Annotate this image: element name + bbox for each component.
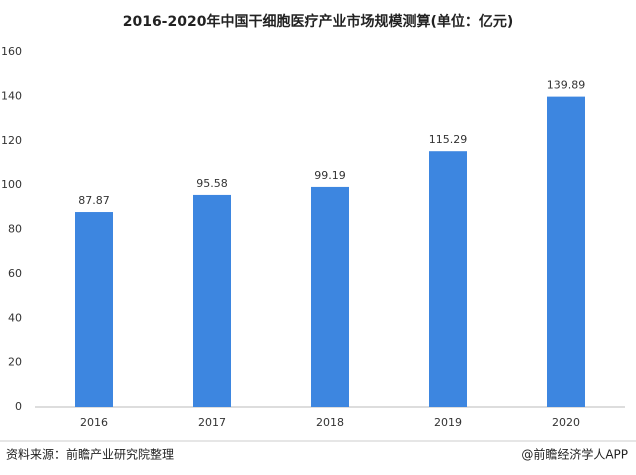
y-tick-label: 60 <box>8 267 22 280</box>
y-tick-label: 120 <box>1 134 22 147</box>
y-tick-label: 20 <box>8 356 22 369</box>
value-label: 95.58 <box>196 177 228 190</box>
credit: @前瞻经济学人APP <box>521 447 628 462</box>
x-tick-label: 2018 <box>316 416 344 429</box>
y-tick-label: 140 <box>1 89 22 102</box>
x-tick-label: 2020 <box>552 416 580 429</box>
value-label: 115.29 <box>429 133 468 146</box>
bar <box>75 212 113 407</box>
y-tick-label: 40 <box>8 311 22 324</box>
y-tick-label: 100 <box>1 178 22 191</box>
y-tick-label: 160 <box>1 45 22 58</box>
chart-title: 2016-2020年中国干细胞医疗产业市场规模测算(单位：亿元) <box>123 13 514 30</box>
y-tick-label: 80 <box>8 223 22 236</box>
value-label: 139.89 <box>547 79 586 92</box>
bar <box>547 96 585 407</box>
x-tick-label: 2019 <box>434 416 462 429</box>
value-label: 87.87 <box>78 194 110 207</box>
x-tick-label: 2016 <box>80 416 108 429</box>
x-tick-label: 2017 <box>198 416 226 429</box>
bar <box>429 151 467 407</box>
bar <box>311 186 349 407</box>
y-tick-label: 0 <box>15 400 22 413</box>
source-note: 资料来源：前瞻产业研究院整理 <box>6 447 174 462</box>
value-label: 99.19 <box>314 169 346 182</box>
bar <box>193 194 231 407</box>
